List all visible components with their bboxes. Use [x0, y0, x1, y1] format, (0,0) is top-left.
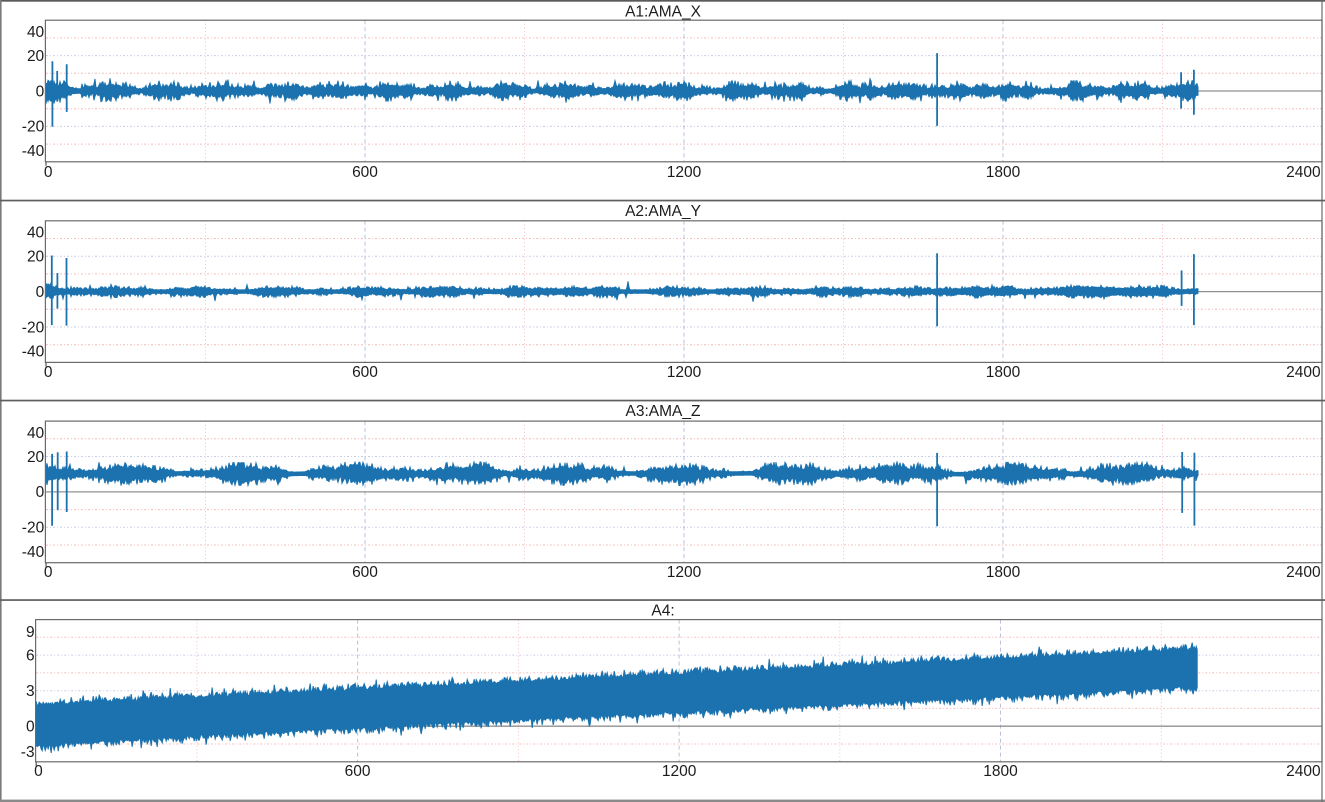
svg-text:2400: 2400 [1286, 164, 1321, 181]
svg-text:0: 0 [44, 164, 53, 181]
svg-text:0: 0 [44, 364, 53, 381]
svg-text:2400: 2400 [1286, 564, 1321, 581]
svg-text:-20: -20 [22, 119, 45, 136]
svg-text:20: 20 [27, 249, 45, 266]
svg-text:-20: -20 [22, 520, 45, 537]
svg-text:2400: 2400 [1286, 364, 1321, 381]
svg-text:3: 3 [26, 683, 35, 700]
svg-text:40: 40 [27, 24, 45, 41]
svg-text:A3:AMA_Z: A3:AMA_Z [626, 403, 701, 420]
svg-text:600: 600 [352, 164, 378, 181]
svg-text:A1:AMA_X: A1:AMA_X [625, 3, 701, 20]
svg-text:2400: 2400 [1286, 763, 1321, 780]
svg-text:20: 20 [27, 48, 45, 65]
svg-text:40: 40 [27, 425, 45, 442]
svg-text:600: 600 [352, 364, 378, 381]
svg-text:1200: 1200 [667, 164, 702, 181]
svg-text:0: 0 [26, 719, 35, 736]
svg-text:-40: -40 [22, 143, 45, 160]
svg-text:600: 600 [352, 564, 378, 581]
svg-text:0: 0 [36, 83, 45, 100]
svg-text:-40: -40 [22, 544, 45, 561]
svg-text:-3: -3 [21, 744, 35, 761]
svg-text:1800: 1800 [983, 763, 1018, 780]
svg-text:6: 6 [26, 647, 35, 664]
svg-text:9: 9 [26, 624, 35, 641]
svg-text:0: 0 [36, 284, 45, 301]
svg-text:1800: 1800 [986, 564, 1021, 581]
svg-text:40: 40 [27, 225, 45, 242]
svg-text:-40: -40 [22, 344, 45, 361]
svg-text:1800: 1800 [986, 364, 1021, 381]
svg-text:0: 0 [34, 763, 43, 780]
svg-text:-20: -20 [22, 319, 45, 336]
svg-text:1800: 1800 [986, 164, 1021, 181]
svg-text:0: 0 [36, 484, 45, 501]
svg-text:20: 20 [27, 449, 45, 466]
svg-text:1200: 1200 [662, 763, 697, 780]
svg-text:0: 0 [44, 564, 53, 581]
svg-text:600: 600 [345, 763, 371, 780]
svg-text:1200: 1200 [667, 564, 702, 581]
svg-text:1200: 1200 [667, 364, 702, 381]
svg-text:A4:: A4: [651, 603, 674, 620]
svg-text:A2:AMA_Y: A2:AMA_Y [625, 203, 701, 220]
